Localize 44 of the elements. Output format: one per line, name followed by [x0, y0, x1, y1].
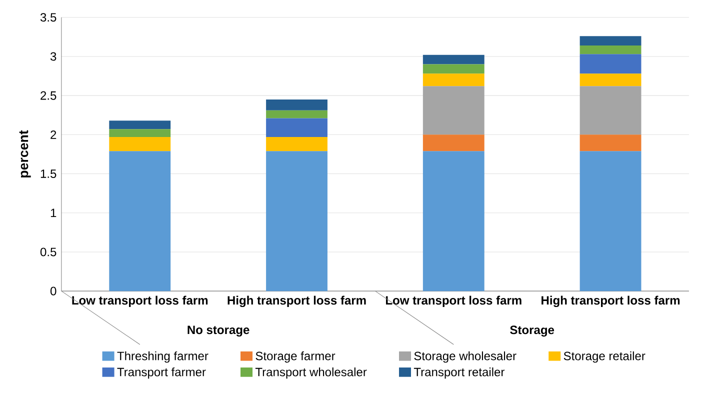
legend-label: Transport wholesaler	[255, 368, 367, 379]
y-tick-label: 3	[50, 52, 56, 61]
bar	[580, 86, 642, 135]
bar	[580, 36, 642, 46]
bar	[422, 134, 484, 152]
bar	[266, 110, 328, 118]
bar	[109, 151, 171, 292]
bar	[422, 86, 484, 135]
bar	[266, 151, 328, 292]
bar	[580, 134, 642, 152]
x-tick-label: Low transport loss farm	[386, 296, 522, 308]
x-tick-label: High transport loss farm	[228, 296, 366, 308]
y-tick-label: 1	[50, 208, 56, 218]
y-tick-label: 2	[50, 130, 56, 139]
bar	[109, 120, 171, 130]
legend-label: Storage retailer	[564, 351, 646, 363]
x-tick-label: High transport loss farm	[542, 296, 680, 308]
legend-label: Storage farmer	[256, 351, 336, 363]
y-tick-label: 0.5	[40, 248, 56, 256]
bar	[422, 151, 484, 292]
y-tick-label: 0	[50, 286, 56, 296]
y-tick-label: 1.5	[40, 170, 56, 178]
x-tick-label: Low transport loss farm	[72, 296, 208, 308]
y-tick-label: 2.5	[40, 91, 56, 100]
bar	[109, 137, 171, 152]
bar	[580, 54, 642, 74]
bar	[266, 137, 328, 152]
bar	[422, 74, 484, 86]
bar	[266, 118, 328, 138]
y-axis-title: percent	[19, 130, 31, 178]
bar	[580, 74, 642, 86]
legend-label: Threshing farmer	[117, 351, 208, 363]
bar	[580, 46, 642, 54]
legend-label: Transport farmer	[117, 368, 206, 379]
legend-label: Transport retailer	[414, 368, 505, 379]
text: No storage	[188, 326, 250, 337]
bar	[266, 100, 328, 110]
y-tick-label: 3.5	[40, 13, 56, 22]
bar	[422, 64, 484, 74]
bar	[109, 129, 171, 138]
legend-label: Storage wholesaler	[414, 351, 516, 363]
bar	[422, 54, 484, 64]
bar	[580, 151, 642, 292]
text: Storage	[510, 326, 554, 337]
